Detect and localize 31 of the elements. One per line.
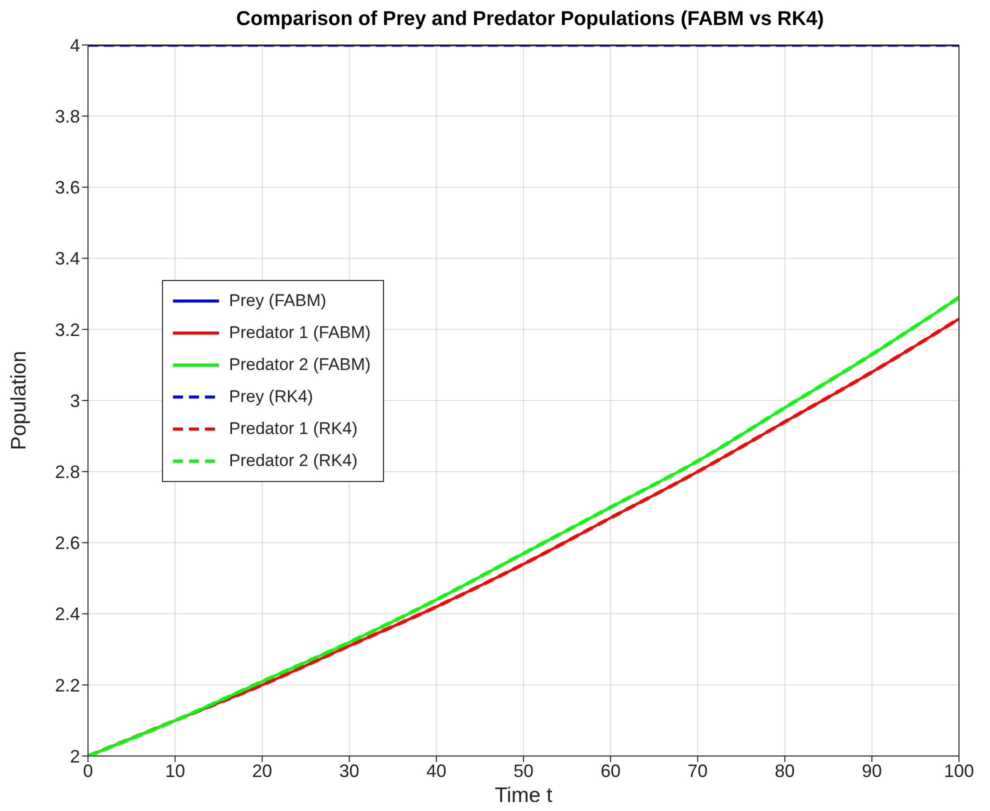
x-tick-label: 60 <box>600 760 621 781</box>
y-tick-label: 3.4 <box>54 248 80 269</box>
y-tick-label: 3.8 <box>54 106 80 126</box>
x-tick-label: 50 <box>513 760 534 781</box>
legend-label: Prey (RK4) <box>229 387 314 407</box>
x-tick-label: 70 <box>688 760 708 781</box>
x-tick-label: 20 <box>252 760 272 781</box>
legend-label: Predator 1 (FABM) <box>229 323 371 343</box>
x-tick-label: 80 <box>774 760 795 781</box>
legend-label: Prey (FABM) <box>229 291 326 311</box>
y-tick-label: 3 <box>70 390 80 411</box>
x-axis-title: Time t <box>494 784 552 807</box>
x-tick-label: 10 <box>165 760 186 781</box>
y-tick-label: 2.2 <box>54 675 80 696</box>
x-tick-label: 30 <box>339 760 360 781</box>
legend-label: Predator 2 (FABM) <box>229 355 371 375</box>
chart-title: Comparison of Prey and Predator Populations (FABM vs RK4) <box>235 8 825 30</box>
x-tick-label: 40 <box>426 760 446 781</box>
legend-label: Predator 2 (RK4) <box>229 451 358 471</box>
y-axis-title: Population <box>7 350 30 450</box>
y-tick-label: 2 <box>70 746 80 766</box>
y-tick-label: 3.2 <box>54 320 80 340</box>
y-tick-label: 2.8 <box>54 462 80 482</box>
y-tick-label: 3.6 <box>54 178 80 198</box>
y-tick-label: 4 <box>70 35 80 56</box>
legend-label: Predator 1 (RK4) <box>229 419 358 439</box>
x-tick-label: 0 <box>82 760 94 781</box>
y-tick-label: 2.6 <box>54 533 80 554</box>
x-tick-label: 90 <box>862 760 882 781</box>
y-tick-label: 2.4 <box>54 604 80 624</box>
x-tick-label: 100 <box>944 760 974 781</box>
